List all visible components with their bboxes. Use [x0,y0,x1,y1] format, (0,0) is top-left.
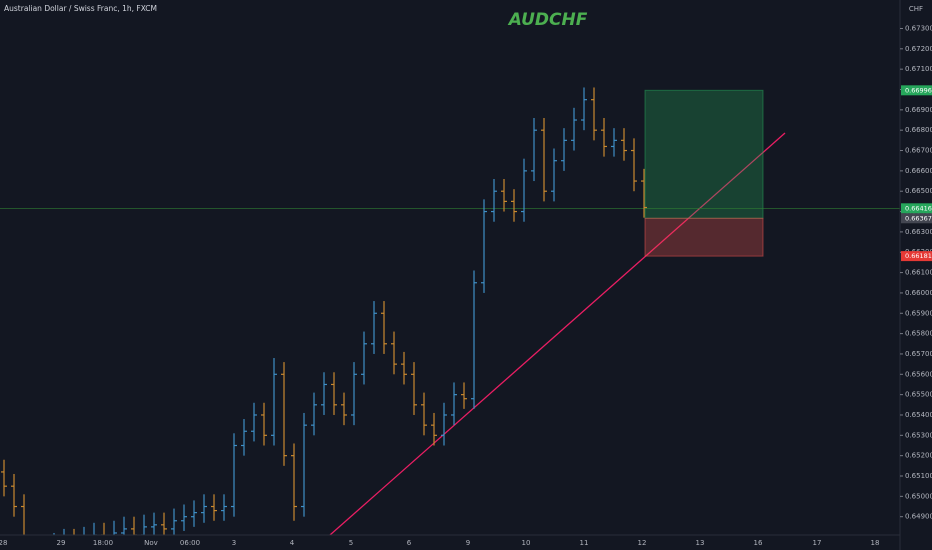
x-tick-label: 11 [580,539,589,547]
x-tick-label: 3 [232,539,236,547]
y-tick-label: 0.66700 [905,147,932,155]
stop-label-box [901,251,932,262]
x-tick-label: 18 [871,539,880,547]
chart-title: AUDCHF [507,10,588,30]
y-tick-label: 0.65100 [905,472,932,480]
x-tick-label: 4 [290,539,295,547]
target-label: 0.66996 [905,86,932,94]
y-tick-label: 0.67100 [905,65,932,73]
y-tick-label: 0.65900 [905,309,932,317]
y-tick-label: 0.66300 [905,228,932,236]
x-tick-label: 18:00 [93,539,113,547]
x-tick-label: 16 [754,539,763,547]
plot-area [0,87,900,535]
y-tick-label: 0.65800 [905,330,932,338]
y-tick-label: 0.65300 [905,431,932,439]
y-tick-label: 0.65700 [905,350,932,358]
y-tick-label: 0.66600 [905,167,932,175]
x-tick-label: 29 [57,539,66,547]
x-tick-label: 10 [522,539,531,547]
x-tick-label: 06:00 [180,539,200,547]
y-tick-label: 0.67200 [905,45,932,53]
x-tick-label: 6 [407,539,412,547]
x-tick-label: 13 [696,539,705,547]
x-tick-label: 9 [466,539,470,547]
y-tick-label: 0.65400 [905,411,932,419]
y-tick-label: 0.66500 [905,187,932,195]
y-tick-label: 0.66800 [905,126,932,134]
x-tick-label: 5 [349,539,353,547]
y-tick-label: 0.66100 [905,269,932,277]
x-tick-label: 12 [638,539,647,547]
entry-label: 0.66367 [905,214,932,222]
y-tick-label: 0.65000 [905,492,932,500]
trend-line [329,132,786,535]
profit-zone [644,89,764,219]
y-tick-label: 0.67300 [905,24,932,32]
x-tick-label: 28 [0,539,7,547]
symbol-description: Australian Dollar / Swiss Franc, 1h, FXC… [4,4,157,13]
last-price-label-box [901,203,932,214]
last-price-label: 0.66416 [905,204,932,212]
y-tick-label: 0.65200 [905,452,932,460]
y-tick-label: 0.64900 [905,513,932,521]
entry-label-box [901,213,932,224]
y-tick-label: 0.65500 [905,391,932,399]
currency: CHF [909,5,923,13]
x-tick-label: Nov [144,539,158,547]
y-tick-label: 0.66900 [905,106,932,114]
target-label-box [901,85,932,96]
y-tick-label: 0.65600 [905,370,932,378]
x-tick-label: 17 [813,539,822,547]
loss-zone [644,217,764,257]
stop-label: 0.66181 [905,252,932,260]
y-tick-label: 0.66000 [905,289,932,297]
